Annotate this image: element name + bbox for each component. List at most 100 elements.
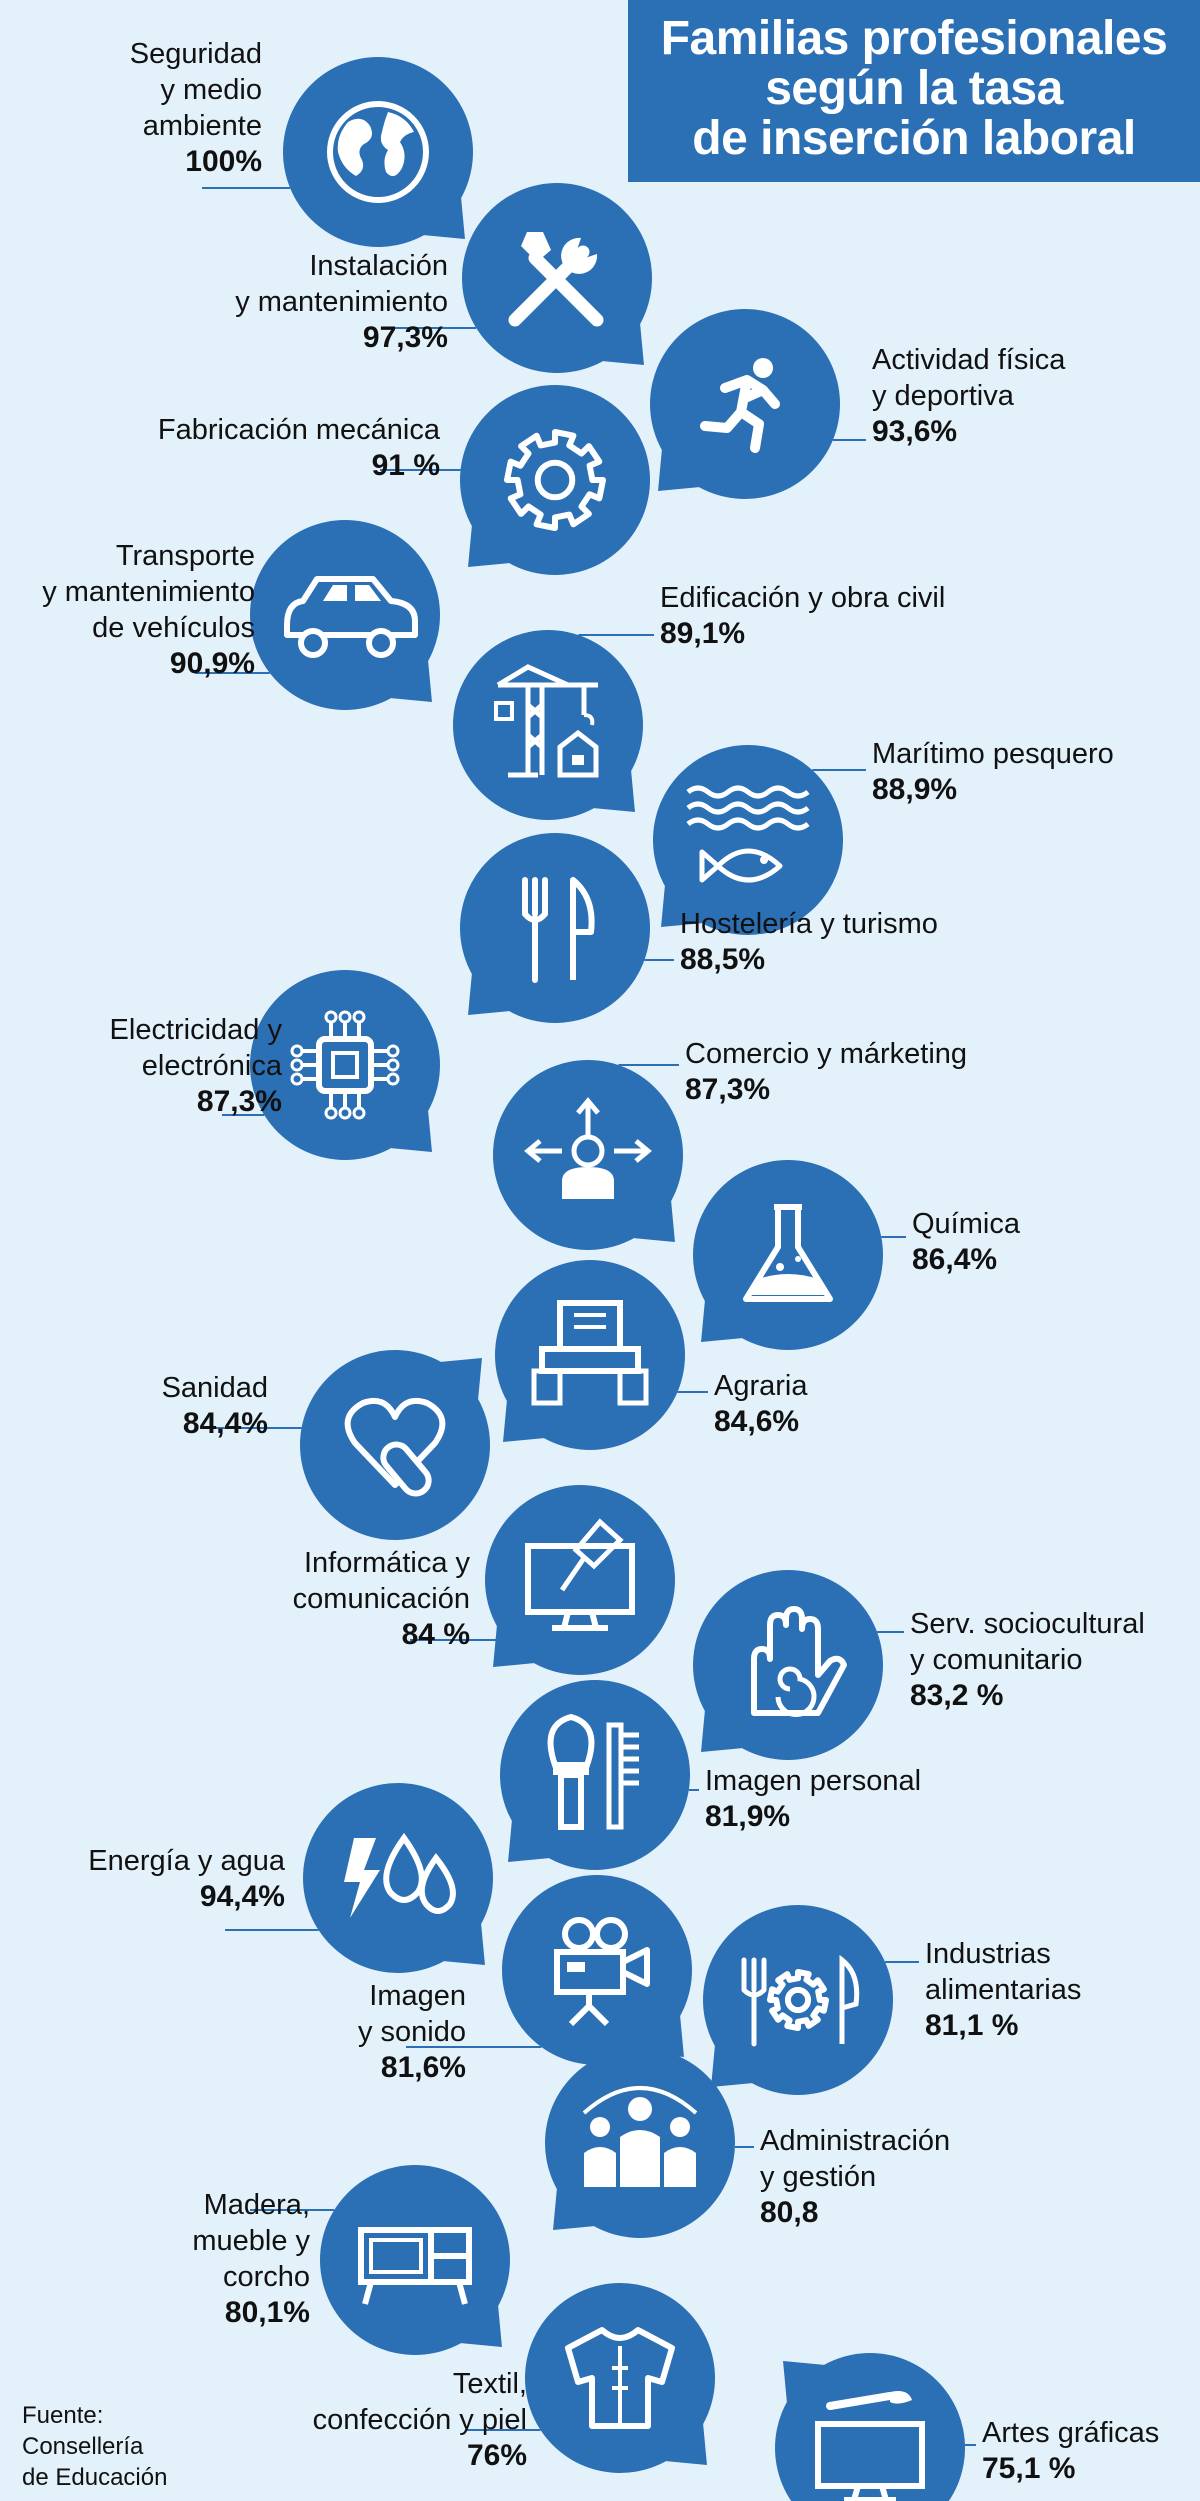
category-name: Instalación: [309, 250, 448, 282]
label-17: Energía y agua 94,4%: [88, 1843, 285, 1915]
category-name: ambiente: [142, 110, 262, 142]
bubble-7: [653, 745, 843, 935]
category-name: confección y piel: [312, 2404, 527, 2436]
category-name: Administración: [760, 2125, 951, 2157]
label-15: Serv. sociocultural y comunitario 83,2 %: [910, 1606, 1145, 1714]
category-name: Seguridad: [129, 38, 262, 70]
hand-icon: [751, 1606, 847, 1718]
gear-icon: [504, 429, 606, 531]
shirt-icon: [565, 2327, 675, 2429]
category-value: 81,9%: [705, 1800, 791, 1833]
category-value: 83,2 %: [910, 1679, 1004, 1712]
label-16: Imagen personal 81,9%: [705, 1763, 921, 1835]
bubble-13: [300, 1350, 490, 1540]
category-value: 88,5%: [680, 943, 766, 976]
category-name: Textil,: [452, 2368, 527, 2400]
label-6: Edificación y obra civil 89,1%: [660, 580, 945, 652]
fish-waves-icon: [686, 785, 810, 883]
bubble-6: [453, 630, 643, 820]
category-value: 97,3%: [362, 321, 448, 354]
bubble-11: [693, 1160, 883, 1350]
heart-pill-icon: [344, 1397, 446, 1497]
crane-icon: [494, 664, 599, 778]
tractor-icon: [531, 1300, 649, 1406]
label-23: Artes gráficas 75,1 %: [982, 2415, 1159, 2487]
category-name: Energía y agua: [88, 1845, 285, 1877]
label-21: Madera, mueble y corcho 80,1%: [192, 2187, 310, 2331]
category-value: 84,6%: [714, 1405, 800, 1438]
category-name: Imagen personal: [705, 1765, 922, 1797]
category-name: Hostelería y turismo: [680, 908, 938, 940]
category-value: 84 %: [401, 1618, 470, 1651]
category-name: alimentarias: [925, 1974, 1082, 2006]
category-value: 81,6%: [380, 2051, 466, 2084]
bubble-19: [703, 1905, 893, 2095]
title-line-2: según la tasa: [765, 62, 1063, 115]
category-value: 75,1 %: [982, 2452, 1076, 2485]
bubble-21: [320, 2165, 510, 2355]
bubble-1: [283, 57, 473, 247]
label-22: Textil, confección y piel 76%: [313, 2366, 527, 2474]
computer-icon: [525, 1518, 635, 1631]
source-line: Fuente:: [22, 2402, 104, 2429]
category-value: 76%: [466, 2439, 527, 2472]
category-value: 87,3%: [196, 1085, 282, 1118]
bubble-23: [775, 2353, 965, 2501]
bolt-drops-icon: [344, 1832, 456, 1918]
category-name: y sonido: [357, 2016, 466, 2048]
bubble-18: [502, 1875, 692, 2065]
category-name: de vehículos: [92, 612, 255, 644]
label-9: Electricidad y electrónica 87,3%: [110, 1012, 282, 1120]
bubble-12: [495, 1260, 685, 1450]
label-1: Seguridad y medio ambiente 100%: [130, 36, 262, 180]
category-value: 87,3%: [685, 1073, 771, 1106]
category-name: Artes gráficas: [982, 2417, 1160, 2449]
bubble-2: [462, 183, 652, 373]
category-name: Agraria: [714, 1370, 808, 1402]
category-name: Comercio y márketing: [685, 1038, 968, 1070]
category-value: 93,6%: [872, 415, 958, 448]
source-line: de Educación: [22, 2464, 168, 2491]
flask-icon: [743, 1204, 833, 1302]
title-box: Familias profesionales según la tasa de …: [628, 0, 1200, 182]
category-name: Edificación y obra civil: [660, 582, 946, 614]
bubble-10: [493, 1060, 683, 1250]
label-11: Química 86,4%: [912, 1206, 1020, 1278]
furniture-icon: [358, 2227, 472, 2305]
category-name: Actividad física: [872, 344, 1066, 376]
food-industry-icon: [741, 1954, 860, 2047]
bubble-20: [545, 2048, 735, 2238]
category-value: 80,8: [760, 2196, 819, 2229]
runner-icon: [700, 358, 780, 453]
category-value: 80,1%: [224, 2296, 310, 2329]
source-line: Consellería: [22, 2433, 144, 2460]
category-name: y medio: [160, 74, 262, 106]
source-note: Fuente: Consellería de Educación: [22, 2400, 167, 2493]
category-value: 94,4%: [199, 1880, 285, 1913]
category-name: Química: [912, 1208, 1020, 1240]
category-value: 91 %: [371, 449, 440, 482]
label-20: Administración y gestión 80,8: [760, 2123, 950, 2231]
category-name: Madera,: [203, 2189, 310, 2221]
category-name: y mantenimiento: [235, 286, 448, 318]
category-name: Electricidad y: [109, 1014, 282, 1046]
title-line-3: de inserción laboral: [692, 112, 1136, 165]
label-2: Instalación y mantenimiento 97,3%: [235, 248, 448, 356]
bubble-9: [250, 970, 440, 1160]
title-line-1: Familias profesionales: [660, 12, 1168, 65]
bubble-16: [500, 1680, 690, 1870]
category-value: 81,1 %: [925, 2009, 1019, 2042]
bubble-3: [650, 309, 840, 499]
camera-icon: [554, 1917, 650, 2027]
label-14: Informática y comunicación 84 %: [293, 1545, 470, 1653]
category-name: y gestión: [760, 2161, 877, 2193]
label-19: Industrias alimentarias 81,1 %: [925, 1936, 1081, 2044]
tools-icon: [508, 232, 604, 327]
bubble-4: [460, 385, 650, 575]
category-name: Serv. sociocultural: [910, 1608, 1145, 1640]
label-18: Imagen y sonido 81,6%: [358, 1978, 466, 2086]
category-name: comunicación: [292, 1583, 470, 1615]
category-name: Imagen: [369, 1980, 466, 2012]
category-name: Informática y: [304, 1547, 470, 1579]
